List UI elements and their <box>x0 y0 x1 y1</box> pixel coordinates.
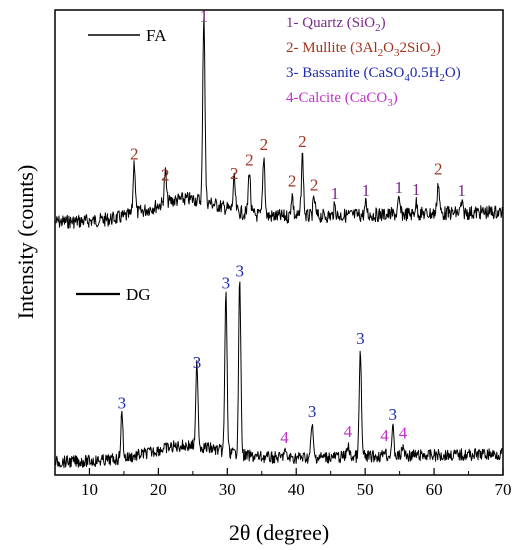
peak-label-fa: 2 <box>298 132 307 151</box>
phase-ref-quartz: 1- Quartz (SiO2) <box>286 15 386 34</box>
trace-dg <box>55 281 503 469</box>
x-tick-label-10: 10 <box>81 480 98 499</box>
peak-label-fa: 1 <box>395 178 404 197</box>
x-axis-title: 2θ (degree) <box>229 520 329 545</box>
y-axis-title: Intensity (counts) <box>13 165 38 320</box>
x-tick-label-20: 20 <box>150 480 167 499</box>
peak-label-fa: 2 <box>434 160 443 179</box>
trace-fa <box>55 14 503 229</box>
peak-label-fa: 1 <box>362 181 371 200</box>
peak-label-dg: 3 <box>308 402 317 421</box>
peak-label-fa: 1 <box>457 181 466 200</box>
peak-label-dg: 4 <box>280 428 289 447</box>
x-tick-label-70: 70 <box>495 480 512 499</box>
x-tick-label-40: 40 <box>288 480 305 499</box>
peak-label-dg: 3 <box>235 262 244 281</box>
peak-label-dg: 3 <box>388 405 397 424</box>
peak-label-dg: 3 <box>222 274 231 293</box>
traces <box>55 14 503 469</box>
peak-label-fa: 2 <box>260 135 269 154</box>
peak-label-dg: 4 <box>399 424 408 443</box>
peak-label-dg: 4 <box>344 422 353 441</box>
peak-label-fa: 1 <box>331 184 340 203</box>
peak-label-fa: 2 <box>230 164 239 183</box>
peak-label-fa: 2 <box>245 151 254 170</box>
phase-ref-bassanite: 3- Bassanite (CaSO40.5H2O) <box>286 65 461 84</box>
peak-label-dg: 3 <box>118 394 127 413</box>
phase-ref-calcite: 4-Calcite (CaCO3) <box>286 90 398 109</box>
peak-label-fa: 2 <box>130 144 139 163</box>
peak-label-dg: 3 <box>193 353 202 372</box>
peak-label-dg: 3 <box>356 329 365 348</box>
x-tick-label-30: 30 <box>219 480 236 499</box>
x-tick-label-50: 50 <box>357 480 374 499</box>
legend-label-dg: DG <box>126 285 151 304</box>
peak-label-dg: 4 <box>380 426 389 445</box>
peak-label-fa: 2 <box>288 172 297 191</box>
x-tick-label-60: 60 <box>426 480 443 499</box>
peak-label-fa: 1 <box>200 6 209 25</box>
legend-label-fa: FA <box>146 26 167 45</box>
peak-label-fa: 1 <box>412 180 421 199</box>
peak-label-fa: 2 <box>310 176 319 195</box>
plot-frame <box>54 9 504 476</box>
peak-label-fa: 2 <box>161 166 170 185</box>
phase-ref-mullite: 2- Mullite (3Al2O32SiO2) <box>286 40 441 59</box>
x-axis-ticks: 10 20 30 40 50 60 70 <box>81 468 512 499</box>
